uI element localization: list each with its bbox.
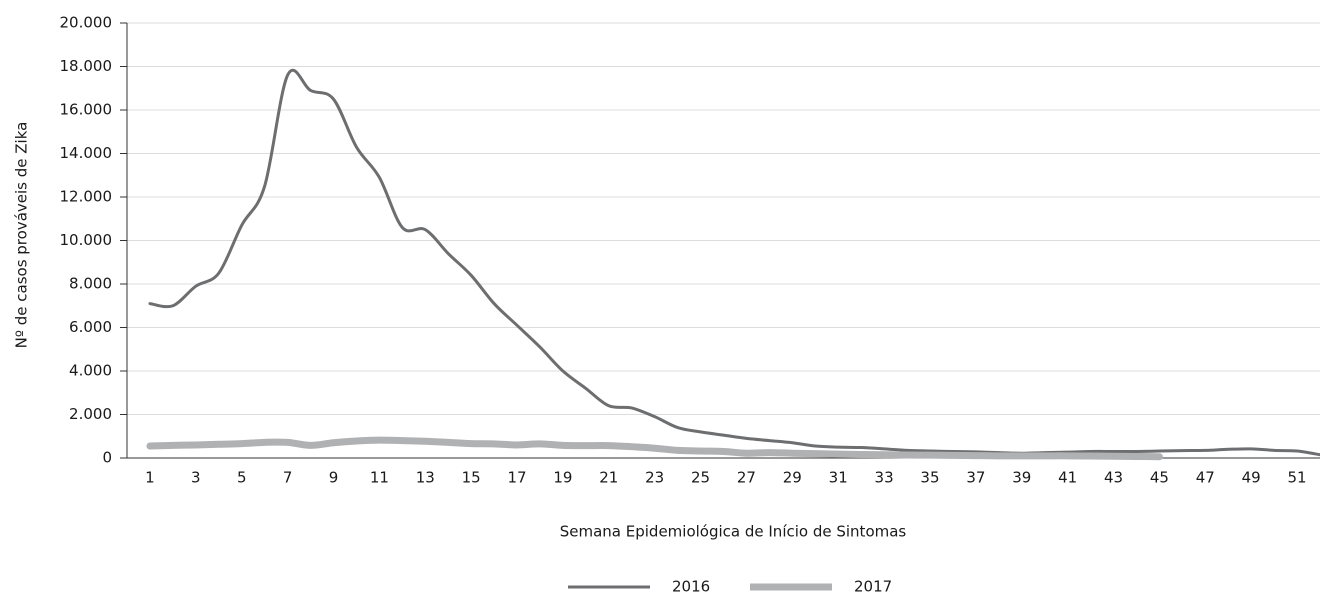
y-tick-label: 18.000 [60, 57, 113, 75]
y-axis-label: Nº de casos prováveis de Zika [13, 122, 31, 349]
x-tick-label: 41 [1058, 469, 1077, 487]
x-tick-label: 45 [1150, 469, 1169, 487]
y-tick-label: 20.000 [60, 14, 113, 32]
y-tick-label: 16.000 [60, 101, 113, 119]
x-tick-label: 49 [1242, 469, 1261, 487]
x-tick-label: 43 [1104, 469, 1123, 487]
x-tick-label: 11 [370, 469, 389, 487]
x-tick-label: 25 [691, 469, 710, 487]
x-tick-label: 47 [1196, 469, 1215, 487]
series-line [148, 68, 1320, 457]
x-tick-label: 9 [329, 469, 339, 487]
x-tick-label: 13 [416, 469, 435, 487]
x-tick-label: 7 [283, 469, 293, 487]
series-line [146, 436, 1163, 461]
x-tick-label: 29 [783, 469, 802, 487]
x-tick-label: 27 [737, 469, 756, 487]
y-tick-label: 14.000 [60, 144, 113, 162]
x-tick-label: 15 [462, 469, 481, 487]
x-tick-label: 19 [553, 469, 572, 487]
x-tick-label: 3 [191, 469, 201, 487]
x-tick-label: 23 [645, 469, 664, 487]
y-tick-label: 4.000 [69, 362, 112, 380]
x-tick-label: 39 [1012, 469, 1031, 487]
x-tick-label: 1 [145, 469, 155, 487]
legend-label: 2016 [672, 578, 710, 596]
x-tick-label: 21 [599, 469, 618, 487]
y-tick-label: 2.000 [69, 405, 112, 423]
x-tick-label: 5 [237, 469, 247, 487]
x-tick-label: 35 [920, 469, 939, 487]
x-tick-label: 31 [829, 469, 848, 487]
y-tick-label: 6.000 [69, 318, 112, 336]
y-tick-label: 8.000 [69, 275, 112, 293]
y-tick-label: 12.000 [60, 188, 113, 206]
x-tick-label: 51 [1288, 469, 1307, 487]
x-axis-label: Semana Epidemiológica de Início de Sinto… [560, 523, 907, 541]
x-tick-label: 37 [966, 469, 985, 487]
legend-label: 2017 [854, 578, 892, 596]
y-tick-label: 10.000 [60, 231, 113, 249]
y-tick-label: 0 [102, 449, 112, 467]
x-tick-label: 17 [507, 469, 526, 487]
x-tick-label: 33 [875, 469, 894, 487]
